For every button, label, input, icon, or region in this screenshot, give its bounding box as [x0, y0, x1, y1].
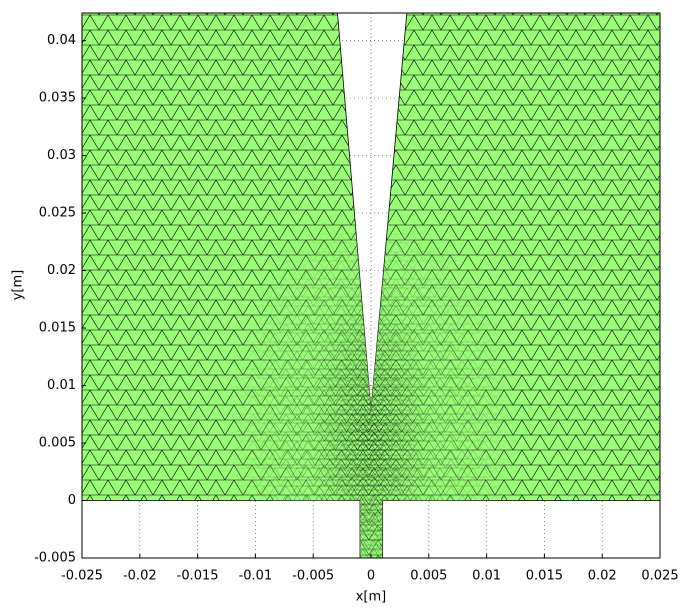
x-tick-label: -0.005	[292, 569, 334, 584]
plot-frame	[81, 12, 661, 559]
x-tick-label: -0.02	[123, 569, 157, 584]
y-tick-label: -0.005	[34, 551, 76, 566]
x-tick-label: 0.01	[472, 569, 501, 584]
y-tick-label: 0	[68, 493, 76, 508]
x-tick-label: 0.015	[526, 569, 563, 584]
x-tick-label: 0	[367, 569, 375, 584]
x-tick-label: 0.025	[641, 569, 678, 584]
x-tick-label: -0.015	[177, 569, 219, 584]
y-tick-label: 0.005	[39, 436, 76, 451]
x-tick-label: -0.01	[239, 569, 273, 584]
y-tick-label: 0.025	[39, 206, 76, 221]
x-axis-label: x[m]	[356, 590, 387, 605]
y-tick-label: 0.01	[47, 378, 76, 393]
x-tick-label: -0.025	[61, 569, 103, 584]
y-tick-label: 0.02	[47, 263, 76, 278]
mesh-edges-core	[82, 13, 660, 558]
x-tick-label: 0.005	[410, 569, 447, 584]
x-tick-label: 0.02	[588, 569, 617, 584]
y-axis-label: y[m]	[11, 270, 26, 301]
y-tick-label: 0.035	[39, 91, 76, 106]
y-tick-label: 0.03	[47, 148, 76, 163]
axes: -0.025 -0.02 -0.015 -0.01 -0.005 0 0.005 0.01 0.…	[34, 12, 679, 584]
y-tick-label: 0.015	[39, 321, 76, 336]
y-tick-label: 0.04	[47, 33, 76, 48]
mesh	[81, 12, 661, 559]
